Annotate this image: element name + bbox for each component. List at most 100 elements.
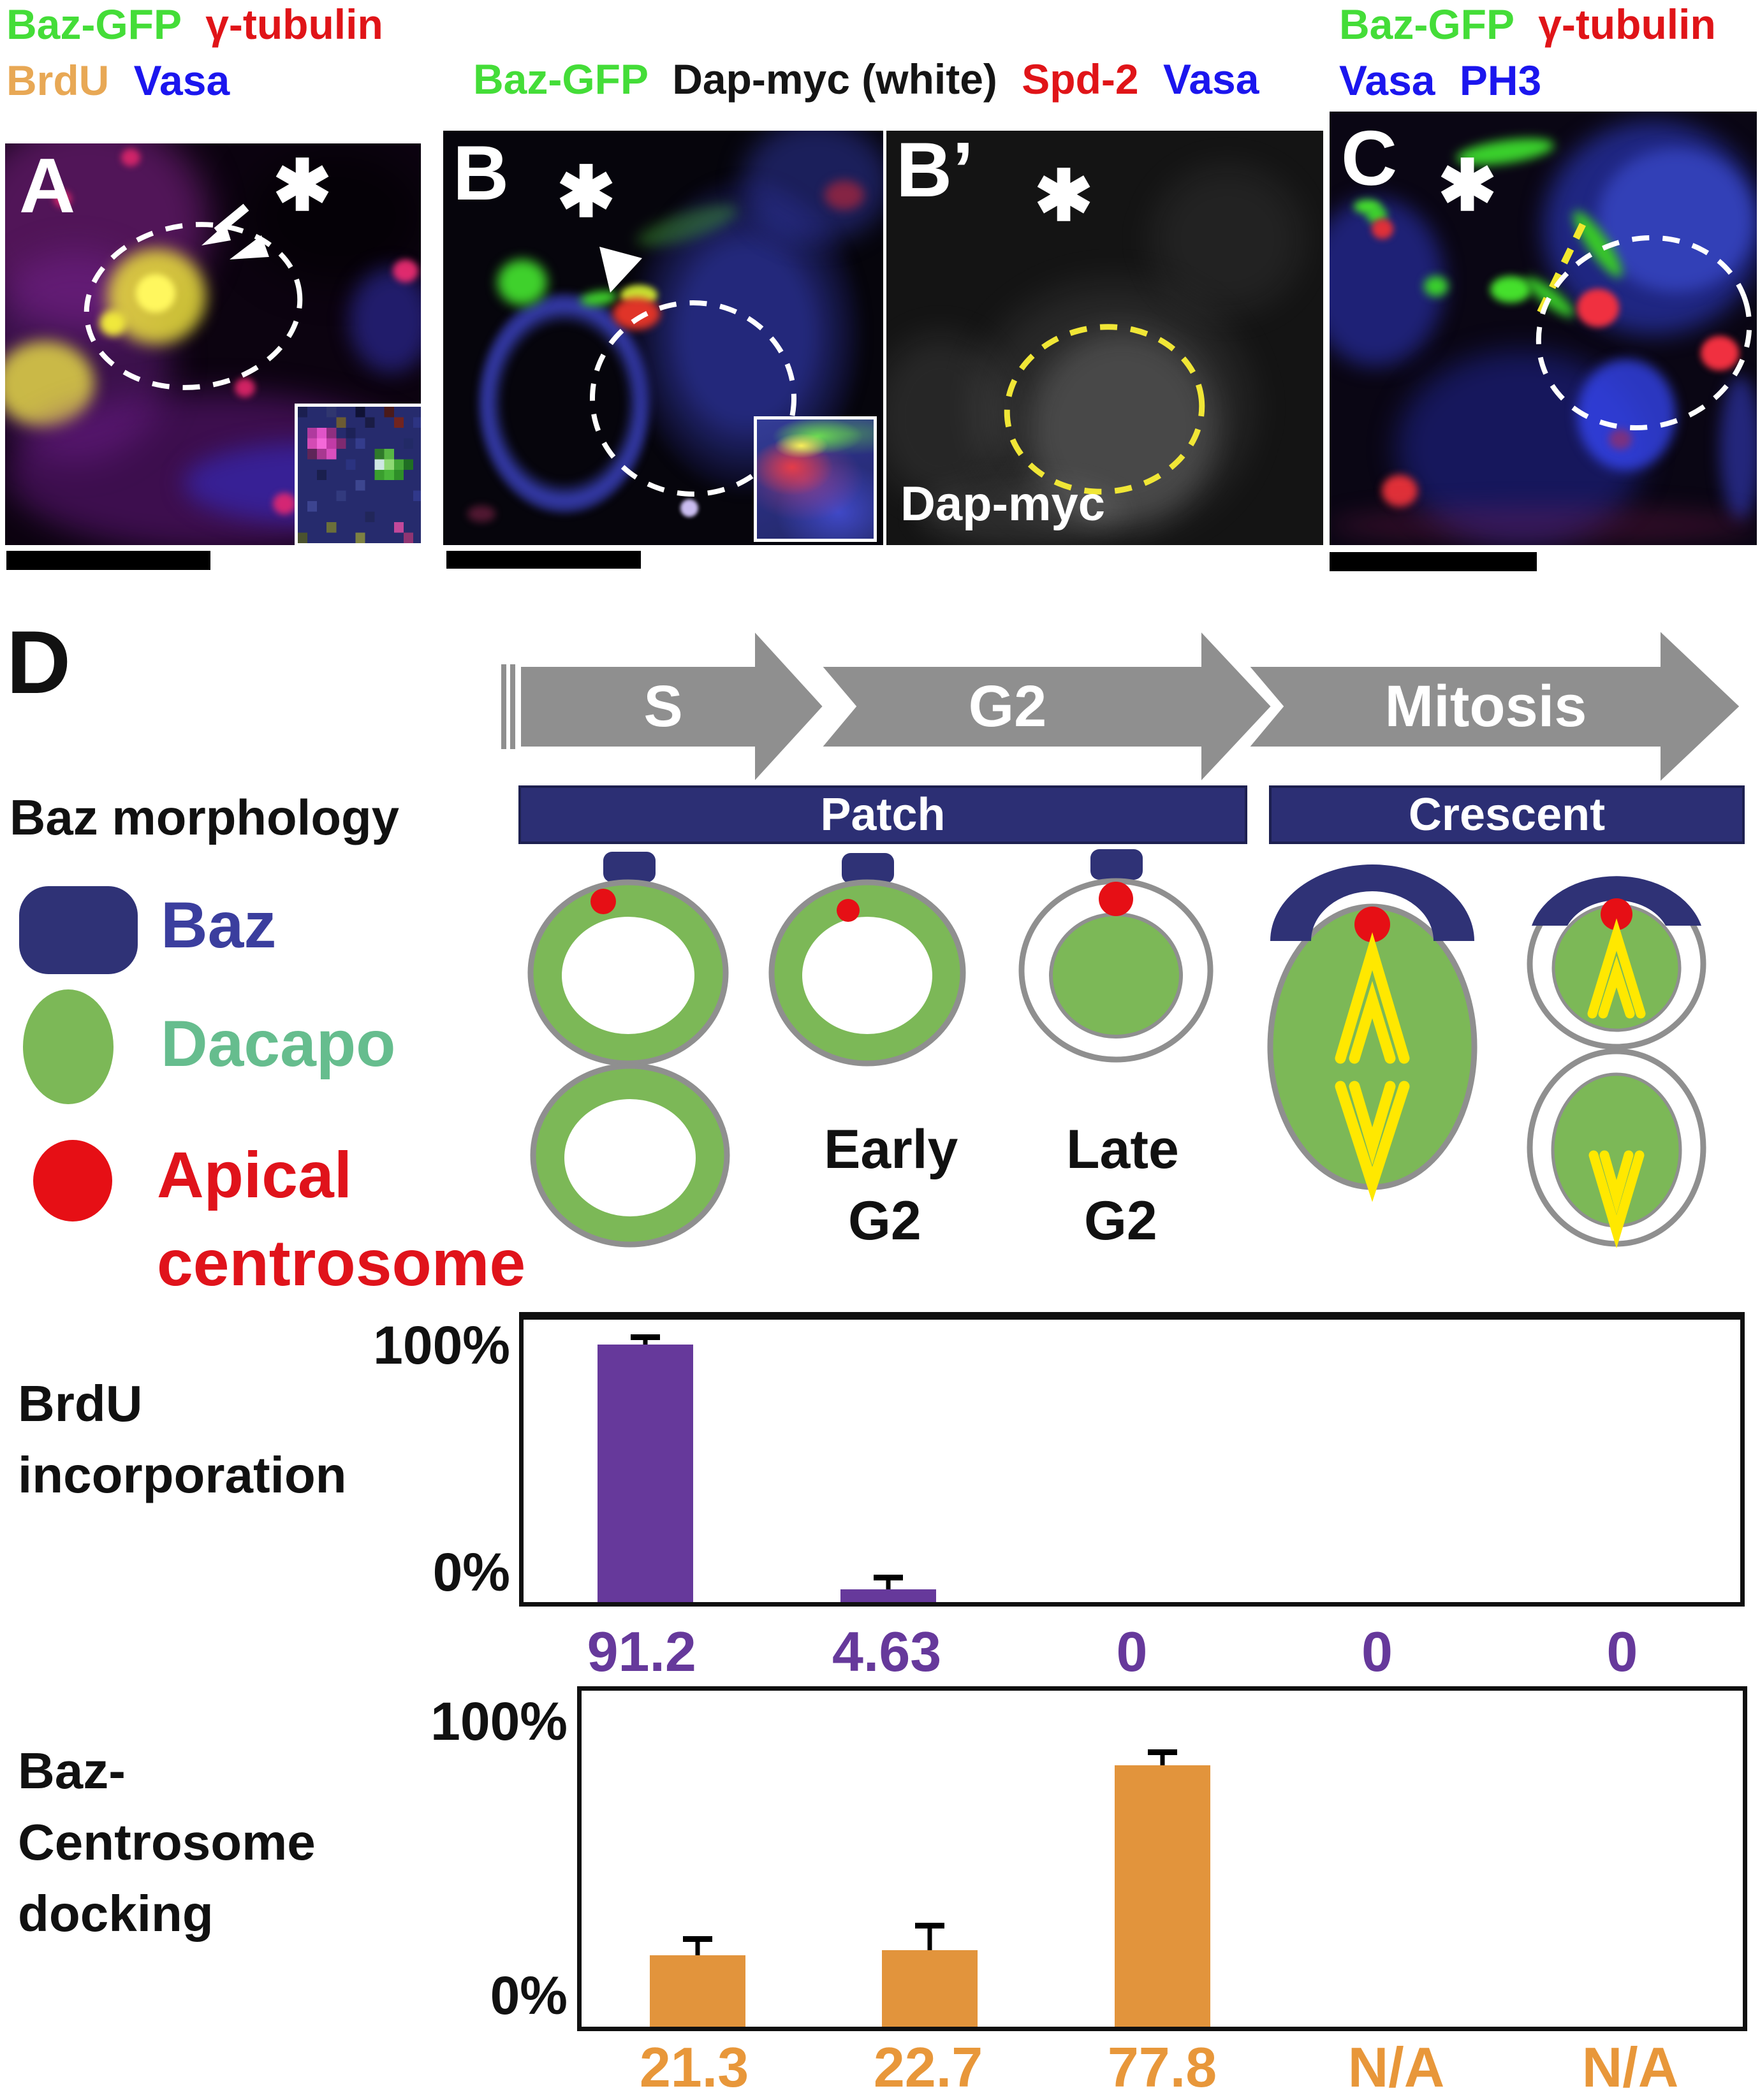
arrowhead-pointer (230, 235, 269, 259)
patch-bar-label: Patch (820, 789, 946, 840)
blue-cell-ring (478, 293, 650, 513)
chart1-title-line1: BrdU (18, 1375, 143, 1432)
chart1-slot-late-g2 (1010, 1320, 1254, 1602)
chart1-slot-mitosis (1254, 1320, 1497, 1602)
spindle-up-inner (1349, 981, 1396, 1064)
blue-chromatin (1577, 359, 1676, 470)
timeline-label-g2: G2 (968, 674, 1047, 739)
magenta-dot (54, 191, 71, 207)
value-label: 21.3 (639, 2036, 749, 2099)
chart2-slot-mitosis (1279, 1691, 1511, 2027)
blue-sliver (1720, 376, 1757, 520)
legend-baz-label: Baz (161, 889, 277, 961)
baz-crescent (1270, 864, 1474, 941)
timeline-label-mitosis: Mitosis (1384, 674, 1587, 739)
error-cap (683, 1936, 713, 1942)
crescent-phase-bar: Crescent (1269, 785, 1745, 844)
spindle-up-outer (1335, 932, 1410, 1064)
magenta-dot (393, 259, 418, 282)
label-vasa: Vasa (133, 57, 230, 104)
legend-baz-swatch (19, 886, 138, 974)
error-cap (1147, 1749, 1177, 1756)
chart1-ytick-0: 0% (432, 1542, 510, 1602)
value-label: N/A (1581, 2036, 1679, 2099)
baz-patch-pill (1090, 849, 1143, 880)
value-label: 22.7 (873, 2036, 983, 2099)
scale-bar-b (446, 551, 641, 569)
error-cap (874, 1575, 904, 1581)
header-left-line2: BrdU Vasa (6, 57, 230, 104)
spindle-down-outer (1335, 1081, 1410, 1202)
gray-nucleus-cloud (1030, 332, 1215, 526)
stage-label-early: Early (824, 1119, 958, 1180)
chart1-slot-mitosis2 (1497, 1320, 1740, 1602)
stage-label-early-g2: G2 (848, 1190, 921, 1251)
chart1-title-line2: incorporation (18, 1447, 347, 1503)
panel-a-inset-zoom (295, 404, 421, 545)
label-baz-gfp: Baz-GFP (6, 1, 181, 48)
crescent-bar-label: Crescent (1408, 789, 1606, 840)
bar-s (597, 1344, 693, 1602)
label-gamma-tubulin: γ-tubulin (205, 1, 383, 48)
apical-centrosome-dot (837, 899, 860, 922)
red-centrosome-dot (1372, 219, 1393, 239)
baz-centrosome-docking-chart (577, 1686, 1747, 2031)
value-label: 0 (1606, 1620, 1638, 1683)
asterisk-hub-b: ✱ (557, 153, 616, 231)
chart2-slot-s (582, 1691, 814, 2027)
panel-b-inset-zoom (754, 416, 877, 542)
arrowhead-pointer (599, 247, 642, 293)
chart2-value-labels: 21.3 22.7 77.8 N/A N/A (577, 2035, 1747, 2099)
apical-centrosome-dot (1601, 898, 1632, 930)
panel-label-a: A (19, 143, 76, 229)
gray-cloud (1151, 166, 1304, 312)
patch-phase-bar: Patch (518, 785, 1247, 844)
chart2-ytick-0: 0% (490, 1965, 568, 2025)
label-baz-gfp: Baz-GFP (1339, 1, 1514, 48)
header-right-line2: Vasa PH3 (1339, 57, 1541, 104)
chart1-slot-s (524, 1320, 767, 1602)
dashed-cell-outline (84, 222, 303, 390)
panel-caption-dap-myc: Dap-myc (900, 477, 1105, 531)
label-vasa: Vasa (1339, 57, 1435, 104)
bar-early-g2 (882, 1950, 978, 2027)
legend-apical-label-line1: Apical (157, 1139, 353, 1211)
chart2-title-line3: docking (18, 1885, 214, 1942)
value-label: N/A (1347, 2036, 1445, 2099)
dashed-cell-outline (590, 300, 796, 497)
red-centrosome-spot (613, 298, 660, 330)
error-whisker (927, 1929, 932, 1951)
micrograph-panel-b: B ✱ (443, 131, 883, 545)
micrograph-panel-c: C ✱ (1330, 112, 1757, 545)
spindle-down-inner (1599, 1150, 1634, 1215)
red-dot-faint (1609, 429, 1632, 449)
value-label: 0 (1361, 1620, 1393, 1683)
apical-centrosome-dot (590, 889, 616, 914)
s-sister-lumen (564, 1099, 696, 1216)
error-whisker (643, 1340, 648, 1345)
label-baz-gfp: Baz-GFP (473, 55, 648, 103)
panel-b-prime-overlay (1004, 324, 1205, 495)
bar-early-g2 (840, 1589, 937, 1602)
s-cell-lumen (562, 917, 694, 1034)
red-spot (825, 180, 864, 210)
scale-bar-a (6, 551, 210, 570)
baz-patch-pill (842, 853, 894, 884)
chart2-slot-mitosis2 (1511, 1691, 1743, 2027)
mitotic-spindle-yellow (1335, 932, 1410, 1202)
red-centrosome-dot (1382, 475, 1418, 507)
violet-dot (680, 499, 698, 517)
pink-smudge (467, 506, 495, 522)
panel-c-overlay (1532, 222, 1752, 431)
brdu-incorporation-chart (519, 1312, 1745, 1607)
value-label: 91.2 (587, 1620, 696, 1683)
chart1-ytick-100: 100% (373, 1315, 510, 1375)
legend-centrosome-swatch (33, 1140, 112, 1221)
yellow-dot (99, 310, 126, 336)
asterisk-hub-c: ✱ (1438, 147, 1497, 225)
magenta-dot (273, 493, 296, 514)
micrograph-panel-b-prime: B’ ✱ Dap-myc (886, 131, 1323, 545)
legend-dacapo-label: Dacapo (161, 1007, 396, 1080)
red-centrosome-dot (1701, 336, 1739, 370)
green-baz-patch (1490, 276, 1531, 303)
